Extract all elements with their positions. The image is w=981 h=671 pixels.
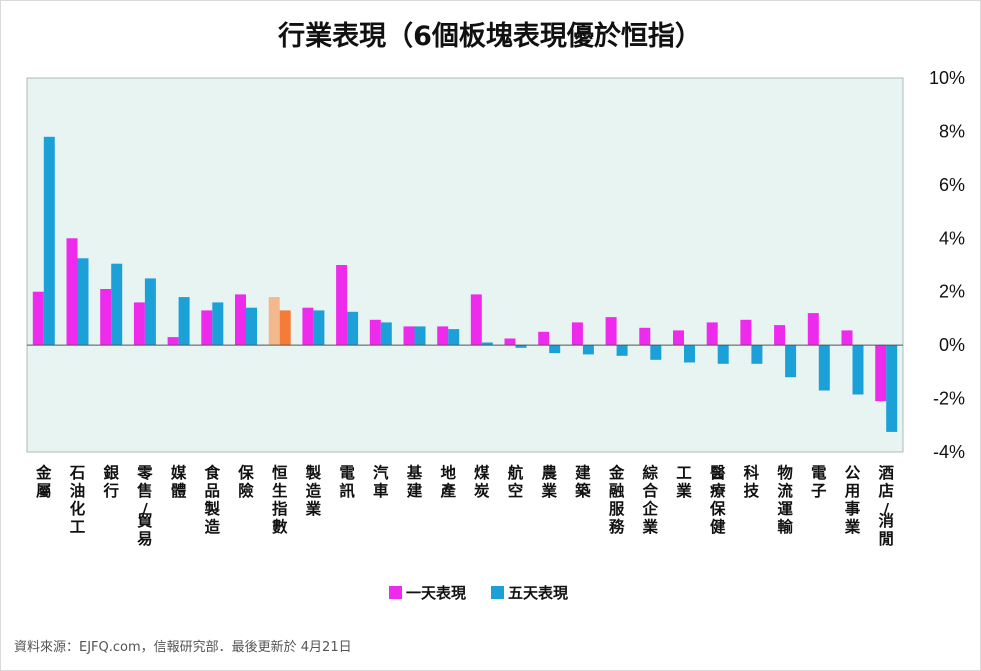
bar-one-day-23 bbox=[774, 325, 786, 346]
bar-one-day-14 bbox=[470, 294, 482, 346]
bar-one-day-4 bbox=[133, 302, 145, 346]
bar-one-day-16 bbox=[538, 331, 550, 346]
bar-five-day-1 bbox=[43, 136, 55, 346]
x-category-label: 航空 bbox=[508, 463, 524, 500]
bar-five-day-15 bbox=[515, 345, 527, 348]
bar-five-day-6 bbox=[212, 302, 224, 346]
bar-five-day-19 bbox=[650, 345, 662, 360]
x-category-label: 銀行 bbox=[102, 463, 119, 500]
bar-one-day-26 bbox=[875, 345, 887, 402]
plot-area bbox=[26, 77, 904, 453]
legend: 一天表現 五天表現 bbox=[389, 584, 568, 602]
bar-one-day-11 bbox=[369, 319, 381, 346]
x-category-label: 農業 bbox=[540, 463, 557, 500]
bar-five-day-5 bbox=[178, 297, 190, 346]
x-category-label: 醫療保健 bbox=[709, 464, 726, 536]
x-category-label: 科技 bbox=[744, 463, 760, 500]
legend-label-series-2: 五天表現 bbox=[508, 584, 568, 602]
bar-one-day-18 bbox=[605, 317, 617, 346]
bar-one-day-25 bbox=[841, 330, 853, 346]
bar-one-day-24 bbox=[807, 313, 819, 346]
x-category-label: 煤炭 bbox=[474, 463, 490, 500]
x-category-label: 建築 bbox=[574, 464, 591, 500]
bar-five-day-13 bbox=[448, 329, 460, 346]
bar-one-day-5 bbox=[167, 337, 179, 346]
bars-group bbox=[32, 136, 898, 432]
legend-swatch-series-2 bbox=[491, 586, 504, 599]
bar-one-day-10 bbox=[336, 265, 348, 346]
bar-five-day-17 bbox=[582, 345, 594, 355]
bar-five-day-14 bbox=[481, 342, 493, 346]
x-category-label: 基建 bbox=[406, 463, 423, 500]
bar-one-day-3 bbox=[100, 289, 112, 346]
bar-five-day-8 bbox=[279, 310, 291, 346]
y-tick-label: 10% bbox=[929, 68, 965, 88]
bar-one-day-8 bbox=[268, 297, 280, 346]
x-category-label: 綜合企業 bbox=[642, 463, 659, 536]
y-tick-label: 8% bbox=[939, 121, 965, 141]
bar-five-day-11 bbox=[380, 322, 392, 346]
bar-five-day-12 bbox=[414, 326, 426, 346]
y-tick-label: 0% bbox=[939, 335, 965, 355]
x-category-label: 工業 bbox=[675, 464, 692, 500]
legend-label-series-1: 一天表現 bbox=[406, 584, 466, 602]
y-tick-label: 4% bbox=[939, 228, 965, 248]
bar-five-day-4 bbox=[144, 278, 156, 346]
y-tick-label: -4% bbox=[933, 442, 965, 462]
bar-five-day-7 bbox=[246, 307, 257, 346]
x-category-label: 恒生指數 bbox=[272, 463, 288, 536]
x-category-label: 汽車 bbox=[373, 463, 389, 500]
legend-swatch-series-1 bbox=[389, 586, 402, 599]
bar-one-day-15 bbox=[504, 338, 516, 346]
x-category-label: 石油化工 bbox=[69, 464, 86, 536]
y-tick-label: -2% bbox=[933, 389, 965, 409]
x-category-label: 物流運輸 bbox=[777, 463, 793, 536]
bar-five-day-23 bbox=[785, 345, 797, 378]
bar-five-day-16 bbox=[549, 345, 561, 354]
bar-one-day-19 bbox=[639, 327, 651, 346]
bar-one-day-17 bbox=[571, 322, 583, 346]
bar-one-day-13 bbox=[437, 326, 449, 346]
bar-five-day-20 bbox=[684, 345, 695, 363]
bar-one-day-9 bbox=[302, 307, 314, 346]
x-category-label: 金融服務 bbox=[608, 463, 625, 536]
x-category-label: 金屬 bbox=[35, 463, 52, 500]
x-category-label: 電子 bbox=[811, 464, 827, 500]
x-category-label: 保險 bbox=[237, 463, 254, 500]
bar-five-day-3 bbox=[111, 263, 123, 346]
x-category-label: 媒體 bbox=[171, 464, 187, 500]
x-category-label: 製造業 bbox=[305, 463, 322, 518]
bar-five-day-26 bbox=[886, 345, 898, 432]
bar-five-day-21 bbox=[717, 345, 729, 364]
bar-five-day-9 bbox=[313, 310, 325, 346]
bar-one-day-1 bbox=[32, 291, 44, 346]
bar-five-day-18 bbox=[616, 345, 628, 356]
bar-five-day-22 bbox=[751, 345, 763, 364]
x-category-label: 公用事業 bbox=[844, 464, 861, 536]
bar-one-day-6 bbox=[201, 310, 213, 346]
bar-five-day-2 bbox=[77, 258, 89, 346]
x-category-label: 零售/貿易 bbox=[136, 464, 153, 548]
x-category-label: 食品製造 bbox=[204, 463, 221, 536]
bar-one-day-20 bbox=[673, 330, 684, 346]
bar-one-day-2 bbox=[66, 238, 78, 346]
source-note: 資料來源：EJFQ.com，信報研究部．最後更新於 4月21日 bbox=[14, 639, 352, 655]
y-tick-label: 6% bbox=[939, 175, 965, 195]
y-tick-label: 2% bbox=[939, 282, 965, 302]
bar-one-day-21 bbox=[706, 322, 718, 346]
chart-title: 行業表現（6個板塊表現優於恒指） bbox=[277, 20, 702, 52]
bar-one-day-12 bbox=[403, 326, 415, 346]
bar-five-day-10 bbox=[347, 311, 359, 346]
x-category-label: 電訊 bbox=[339, 464, 355, 500]
bar-five-day-25 bbox=[852, 345, 864, 395]
bar-five-day-24 bbox=[818, 345, 830, 391]
bar-one-day-22 bbox=[740, 319, 752, 346]
bar-one-day-7 bbox=[235, 294, 246, 346]
x-category-label: 地產 bbox=[440, 463, 456, 500]
y-axis: -4% -2% 0% 2% 4% 6% 8% 10% bbox=[929, 68, 965, 462]
x-category-label: 酒店/消閒 bbox=[878, 464, 894, 548]
